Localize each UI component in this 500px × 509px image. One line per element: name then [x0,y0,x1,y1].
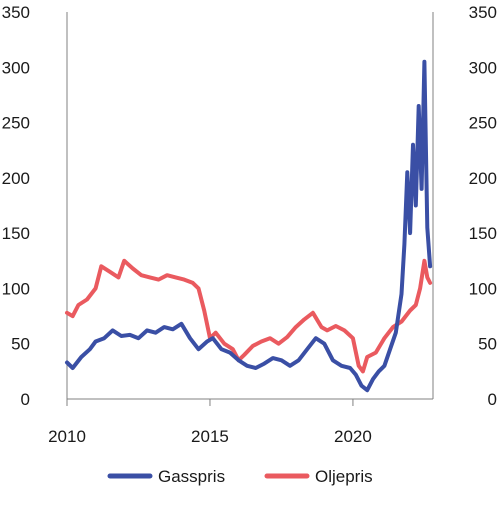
x-tick-label: 2010 [48,427,86,446]
x-tick-label: 2020 [334,427,372,446]
y-tick-label-right: 250 [469,114,497,133]
y-tick-label-left: 300 [2,58,30,77]
legend: Gasspris Oljepris [107,467,373,486]
y-tick-label-right: 0 [488,390,497,409]
y-tick-labels-right: 0 50 100 150 200 250 300 350 [469,3,497,409]
y-tick-label-left: 150 [2,224,30,243]
legend-label-gasspris: Gasspris [158,467,225,486]
x-tick-label: 2015 [191,427,229,446]
y-tick-label-left: 50 [11,335,30,354]
y-tick-label-left: 200 [2,169,30,188]
y-tick-label-right: 50 [478,335,497,354]
y-tick-label-right: 300 [469,58,497,77]
y-tick-label-right: 200 [469,169,497,188]
x-tick-marks [66,399,354,406]
y-tick-label-left: 250 [2,114,30,133]
series-lines [65,59,433,393]
y-tick-label-right: 350 [469,3,497,22]
y-tick-label-left: 350 [2,3,30,22]
y-tick-label-left: 100 [2,279,30,298]
y-tick-labels-left: 0 50 100 150 200 250 300 350 [2,3,30,409]
y-tick-label-right: 100 [469,279,497,298]
x-tick-labels: 2010 2015 2020 [48,427,372,446]
series-line-oljepris [65,258,433,374]
series-line-gasspris [65,59,433,393]
y-tick-label-right: 150 [469,224,497,243]
chart-axes [66,12,434,400]
y-tick-label-left: 0 [21,390,30,409]
legend-label-oljepris: Oljepris [315,467,373,486]
